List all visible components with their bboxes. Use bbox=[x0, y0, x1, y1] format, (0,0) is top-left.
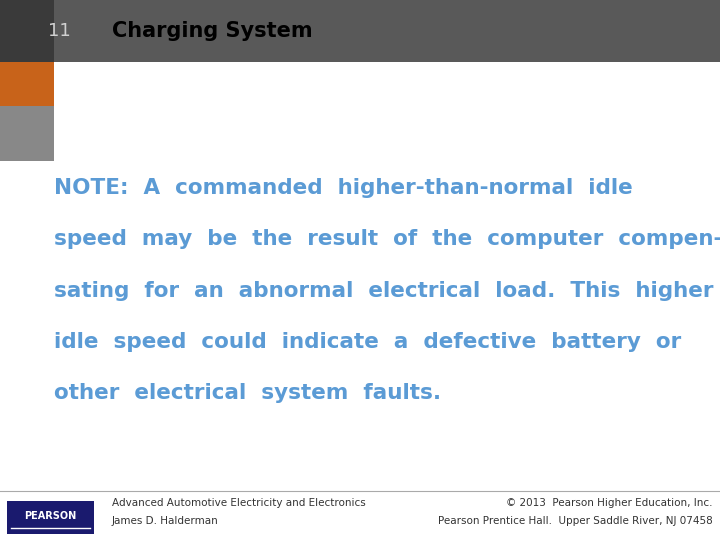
Text: James D. Halderman: James D. Halderman bbox=[112, 516, 218, 526]
FancyBboxPatch shape bbox=[0, 0, 54, 62]
FancyBboxPatch shape bbox=[0, 62, 54, 106]
Text: Advanced Automotive Electricity and Electronics: Advanced Automotive Electricity and Elec… bbox=[112, 498, 365, 508]
Text: other  electrical  system  faults.: other electrical system faults. bbox=[54, 383, 441, 403]
Text: speed  may  be  the  result  of  the  computer  compen-: speed may be the result of the computer … bbox=[54, 230, 720, 249]
Text: Charging System: Charging System bbox=[112, 21, 312, 41]
Text: idle  speed  could  indicate  a  defective  battery  or: idle speed could indicate a defective ba… bbox=[54, 332, 681, 352]
Text: 11: 11 bbox=[48, 22, 71, 40]
Text: © 2013  Pearson Higher Education, Inc.: © 2013 Pearson Higher Education, Inc. bbox=[506, 498, 713, 508]
Text: PEARSON: PEARSON bbox=[24, 511, 76, 521]
FancyBboxPatch shape bbox=[0, 106, 54, 161]
FancyBboxPatch shape bbox=[0, 0, 720, 62]
Text: Pearson Prentice Hall.  Upper Saddle River, NJ 07458: Pearson Prentice Hall. Upper Saddle Rive… bbox=[438, 516, 713, 526]
FancyBboxPatch shape bbox=[7, 501, 94, 534]
Text: NOTE:  A  commanded  higher-than-normal  idle: NOTE: A commanded higher-than-normal idl… bbox=[54, 178, 633, 198]
Text: sating  for  an  abnormal  electrical  load.  This  higher: sating for an abnormal electrical load. … bbox=[54, 281, 714, 301]
